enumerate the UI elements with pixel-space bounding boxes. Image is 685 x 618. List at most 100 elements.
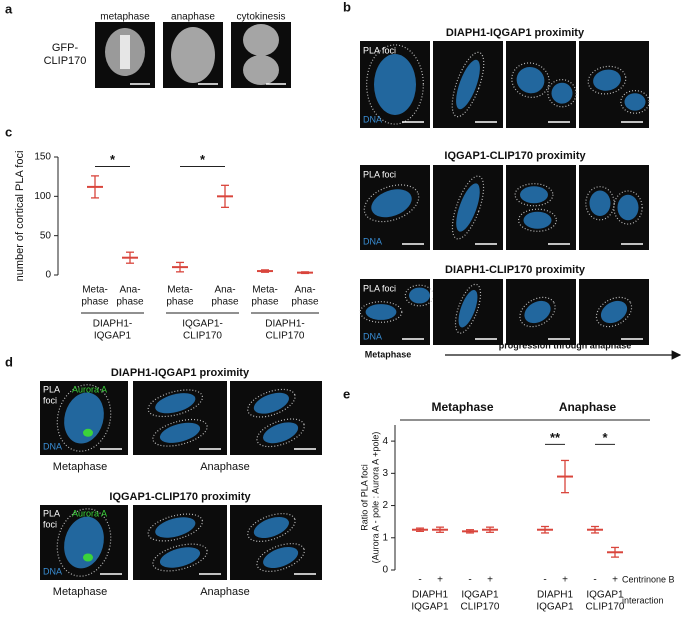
x-tick-label: - <box>543 575 546 586</box>
footer-label: Metaphase <box>365 349 412 359</box>
y-tick-label: 150 <box>34 152 51 163</box>
cell-outline <box>519 296 556 328</box>
dna <box>624 93 646 111</box>
x-tick-label: phase <box>81 297 109 308</box>
significance-label: * <box>602 430 608 445</box>
row-title: DIAPH1-IQGAP1 proximity <box>111 367 250 379</box>
cell-outline <box>56 508 112 577</box>
dna <box>371 189 412 218</box>
footer-label: progression through anaphase <box>499 340 632 350</box>
row-label: GFP- <box>52 42 79 54</box>
cell-outline <box>511 62 550 98</box>
y-axis-label: number of cortical PLA foci <box>14 151 26 282</box>
cell-outline <box>363 184 420 223</box>
group-label: CLIP170 <box>183 331 222 342</box>
panel-label: e <box>343 386 350 401</box>
cell-outline <box>620 89 650 114</box>
dna <box>516 66 545 94</box>
y-tick-label: 100 <box>34 191 51 202</box>
column-label: anaphase <box>171 12 215 23</box>
y-tick-label: 0 <box>45 270 51 281</box>
dna <box>600 300 628 324</box>
spindle <box>120 35 130 69</box>
group-label: IQGAP1 <box>536 602 574 613</box>
dna <box>520 186 548 204</box>
x-tick-label: + <box>437 575 443 586</box>
dna <box>524 300 551 324</box>
caption: Anaphase <box>200 586 250 598</box>
significance-label: * <box>200 152 206 167</box>
x-tick-label: phase <box>291 297 319 308</box>
channel-label: foci <box>43 395 57 405</box>
dna <box>523 211 552 229</box>
channel-label: foci <box>43 519 57 529</box>
group-label: IQGAP1 <box>461 590 499 601</box>
cell-outline <box>247 388 296 418</box>
dna <box>263 422 299 444</box>
group-label: CLIP170 <box>586 602 625 613</box>
x-tick-label: phase <box>166 297 194 308</box>
channel-label: PLA foci <box>363 45 396 55</box>
dna <box>159 547 201 568</box>
cell <box>243 24 279 56</box>
caption: Metaphase <box>53 586 107 598</box>
cell-outline <box>247 513 296 542</box>
cell-outline <box>585 186 615 221</box>
dna <box>365 304 397 320</box>
cell-outline <box>451 51 485 118</box>
dna <box>458 289 478 328</box>
group-label: IQGAP1- <box>182 319 223 330</box>
x-tick-label: - <box>418 575 421 586</box>
x-tick-label: Ana- <box>214 285 235 296</box>
image <box>506 165 576 250</box>
column-label: cytokinesis <box>237 12 286 23</box>
dna <box>155 393 196 414</box>
channel-label: DNA <box>43 566 62 576</box>
dna <box>253 392 289 414</box>
x-tick-label: Meta- <box>82 285 108 296</box>
channel-label: PLA <box>43 508 60 518</box>
channel-label: PLA foci <box>363 283 396 293</box>
x-tick-label: phase <box>251 297 279 308</box>
panel-d: DIAPH1-IQGAP1 proximity IQGAP1-CLIP170 p… <box>40 367 322 598</box>
dna <box>155 517 196 538</box>
dna <box>551 82 573 104</box>
cell-outline <box>514 183 554 207</box>
channel-label: PLA foci <box>363 169 396 179</box>
x-tick-label: Meta- <box>167 285 193 296</box>
dna <box>617 194 639 221</box>
x-tick-label: + <box>612 575 618 586</box>
x-tick-label: phase <box>116 297 144 308</box>
channel-label: DNA <box>363 331 382 341</box>
cell-outline <box>256 543 305 572</box>
panel-a: metaphase anaphase cytokinesis GFP- CLIP… <box>44 12 291 88</box>
x-tick-label: - <box>468 575 471 586</box>
channel-label: DNA <box>43 441 62 451</box>
x-tick-label: - <box>593 575 596 586</box>
channel-label: Aurora A <box>72 384 107 394</box>
row-title: DIAPH1-CLIP170 proximity <box>445 264 586 276</box>
cell-outline <box>517 208 557 232</box>
cell-outline <box>454 283 482 334</box>
group-label: IQGAP1 <box>94 331 132 342</box>
channel-label: PLA <box>43 384 60 394</box>
panel-label: c <box>5 124 12 139</box>
channel-label: DNA <box>363 114 382 124</box>
dna <box>64 516 104 569</box>
group-label: CLIP170 <box>461 602 500 613</box>
cell-outline <box>547 79 577 108</box>
cell-outline <box>56 384 112 452</box>
dna <box>456 59 480 110</box>
dna <box>253 516 289 539</box>
y-tick-label: 0 <box>382 565 388 576</box>
dna <box>593 69 621 91</box>
dna <box>263 546 299 569</box>
image <box>230 505 322 580</box>
column-label: metaphase <box>100 12 150 23</box>
y-axis-label: Ratio of PLA foci <box>359 464 369 531</box>
cell-outline <box>587 65 627 95</box>
cell-outline <box>147 513 204 542</box>
row-label: CLIP170 <box>44 55 87 67</box>
row-label: Centrinone B <box>622 574 675 584</box>
